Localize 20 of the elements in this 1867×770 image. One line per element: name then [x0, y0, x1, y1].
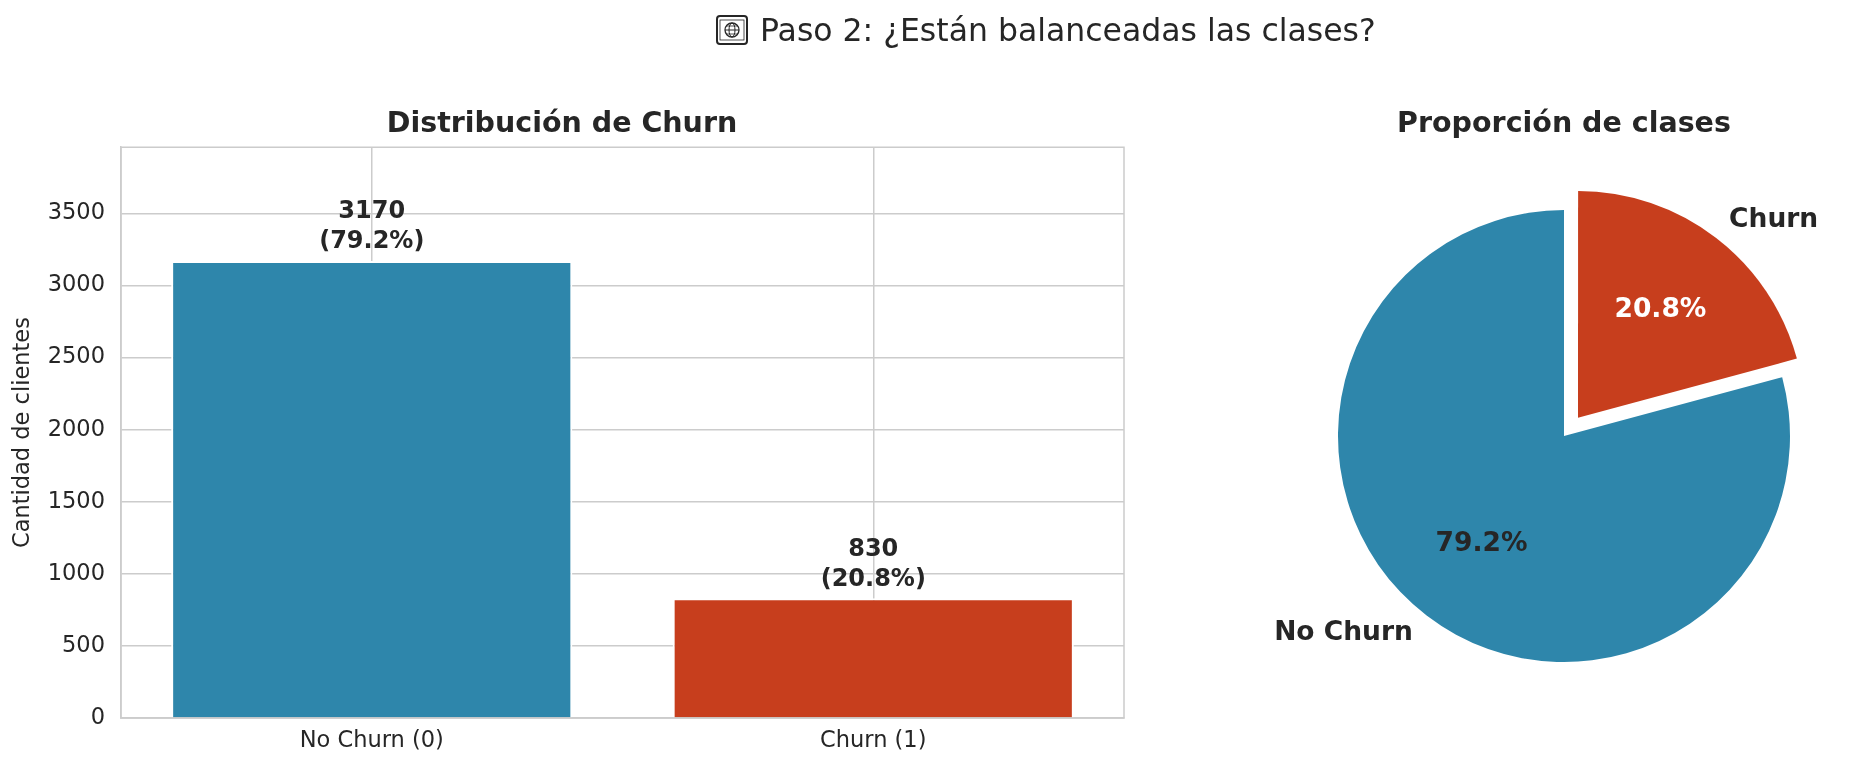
y-axis-title: Cantidad de clientes: [8, 317, 35, 549]
chart-title: Distribución de Churn: [386, 105, 738, 139]
y-tick-label: 1500: [47, 486, 105, 513]
data-label: 3170 (79.2%): [319, 196, 425, 255]
slice-label: No Churn: [1274, 615, 1413, 647]
y-tick-label: 500: [62, 630, 105, 657]
y-tick-label: 3000: [47, 270, 105, 297]
y-tick-label: 2000: [47, 414, 105, 441]
data-label: 830 (20.8%): [820, 533, 926, 592]
data-label: 20.8%: [1614, 292, 1707, 324]
data-label: 79.2%: [1435, 525, 1528, 557]
y-tick-label: 3500: [47, 198, 105, 225]
x-tick-label: Churn (1): [820, 726, 927, 753]
y-tick-label: 1000: [47, 558, 105, 585]
slice-label: Churn: [1729, 202, 1819, 234]
text: Paso 2: ¿Están balanceadas las clases?: [760, 11, 1376, 50]
chart-title: Proporción de clases: [1397, 105, 1731, 139]
y-tick-label: 2500: [47, 342, 105, 369]
x-tick-label: No Churn (0): [299, 726, 444, 753]
y-tick-label: 0: [90, 702, 105, 729]
